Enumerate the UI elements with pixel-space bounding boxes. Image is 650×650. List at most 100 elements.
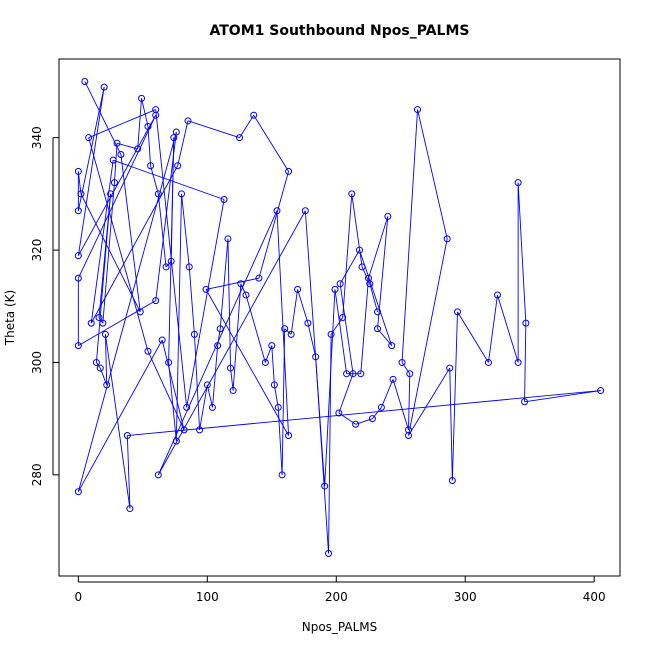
data-point <box>154 471 162 479</box>
data-point <box>404 432 412 440</box>
data-point <box>202 285 210 293</box>
data-point <box>406 370 414 378</box>
data-point <box>74 207 82 215</box>
series-segment <box>181 193 190 267</box>
series-segment <box>116 142 138 150</box>
series-lines <box>77 81 601 554</box>
x-tick-label: 400 <box>583 590 606 604</box>
data-point <box>484 358 492 366</box>
series-segment <box>186 199 225 408</box>
series-segment <box>307 323 317 357</box>
data-point <box>165 358 173 366</box>
series-segment <box>205 289 289 436</box>
series-segment <box>157 210 306 476</box>
data-point <box>301 207 309 215</box>
data-point <box>514 179 522 187</box>
data-point <box>134 145 142 153</box>
data-point <box>242 291 250 299</box>
x-tick-label: 300 <box>454 590 477 604</box>
data-point <box>229 387 237 395</box>
data-point <box>152 106 160 114</box>
data-point <box>268 342 276 350</box>
series-segment <box>104 334 131 509</box>
data-point <box>274 403 282 411</box>
data-point <box>74 252 82 260</box>
series-segment <box>150 165 159 194</box>
series-segment <box>77 87 105 256</box>
series-segment <box>90 160 114 324</box>
series-segment <box>147 126 152 166</box>
series-segment <box>271 345 275 385</box>
series-segment <box>253 114 289 172</box>
y-tick-label: 300 <box>30 351 44 374</box>
data-point <box>113 139 121 147</box>
data-point <box>214 342 222 350</box>
series-segment <box>408 367 451 436</box>
data-point <box>208 403 216 411</box>
series-segment <box>114 143 118 183</box>
series-segment <box>77 115 157 279</box>
series-segment <box>451 311 458 481</box>
data-point <box>255 274 263 282</box>
series-segment <box>497 294 519 363</box>
y-tick-label: 280 <box>30 463 44 486</box>
data-point <box>336 280 344 288</box>
data-point <box>170 134 178 142</box>
series-segment <box>102 182 115 324</box>
x-tick-label: 100 <box>196 590 219 604</box>
data-point <box>236 134 244 142</box>
data-point <box>81 77 89 85</box>
series-segment <box>277 407 283 475</box>
series-segment <box>78 300 156 346</box>
series-segment <box>457 311 489 363</box>
series-segment <box>165 261 172 268</box>
data-point <box>100 83 108 91</box>
data-point <box>154 190 162 198</box>
data-point <box>522 319 530 327</box>
x-axis-title: Npos_PALMS <box>302 620 378 634</box>
series-segment <box>141 98 149 127</box>
data-point <box>389 375 397 383</box>
series-segment <box>360 278 369 374</box>
data-point <box>77 190 85 198</box>
series-segment <box>232 283 242 391</box>
series-segment <box>339 249 360 285</box>
series-segment <box>524 323 527 402</box>
series-segment <box>137 98 142 149</box>
data-point <box>377 403 385 411</box>
series-segment <box>324 289 336 487</box>
data-point <box>92 358 100 366</box>
series-segment <box>351 193 363 267</box>
data-point <box>220 195 228 203</box>
series-segment <box>281 328 286 475</box>
data-point <box>514 358 522 366</box>
series-segment <box>328 334 332 554</box>
data-point <box>384 212 392 220</box>
series-segment <box>245 294 266 363</box>
data-point <box>374 325 382 333</box>
series-segment <box>157 193 167 267</box>
series-segment <box>104 334 108 385</box>
data-point <box>331 285 339 293</box>
series-segment <box>449 368 453 481</box>
data-point <box>87 319 95 327</box>
series-segment <box>408 238 448 436</box>
data-point <box>278 471 286 479</box>
series-segment <box>417 109 448 239</box>
chart-title: ATOM1 Southbound Npos_PALMS <box>210 23 470 39</box>
data-point <box>178 190 186 198</box>
data-point <box>237 280 245 288</box>
series-segment <box>80 193 141 313</box>
data-point <box>454 308 462 316</box>
series-segment <box>377 328 393 346</box>
series-segment <box>88 109 156 139</box>
data-point <box>227 364 235 372</box>
series-segment <box>199 384 208 430</box>
data-point <box>147 162 155 170</box>
series-segment <box>369 283 378 312</box>
series-segment <box>84 81 122 155</box>
data-point <box>74 342 82 350</box>
series-segment <box>392 379 409 431</box>
data-point <box>521 398 529 406</box>
series-segment <box>88 137 149 352</box>
